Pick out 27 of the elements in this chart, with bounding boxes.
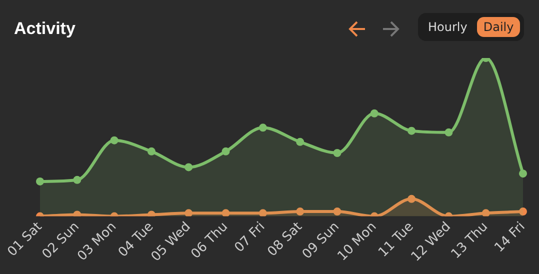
point bbox=[184, 163, 193, 172]
point bbox=[444, 128, 453, 136]
point bbox=[147, 147, 156, 156]
point bbox=[333, 208, 342, 216]
point bbox=[333, 148, 342, 157]
point bbox=[370, 109, 378, 118]
x-tick-label: 13 Thu bbox=[448, 219, 492, 262]
point bbox=[36, 177, 44, 186]
point bbox=[222, 209, 230, 216]
point bbox=[184, 209, 193, 216]
chart-title: Activity bbox=[14, 19, 76, 39]
point bbox=[296, 208, 304, 216]
x-tick-label: 14 Fri bbox=[492, 219, 528, 256]
text: Hourly bbox=[427, 19, 468, 36]
x-tick-label: 07 Fri bbox=[232, 219, 268, 256]
point bbox=[110, 136, 118, 144]
point bbox=[258, 124, 267, 132]
point bbox=[296, 138, 304, 146]
point bbox=[408, 194, 416, 203]
point bbox=[482, 209, 490, 216]
text: Daily bbox=[477, 17, 520, 37]
point bbox=[519, 170, 527, 178]
point bbox=[222, 147, 230, 156]
point bbox=[73, 176, 82, 184]
point bbox=[519, 208, 527, 216]
point bbox=[408, 126, 416, 135]
point bbox=[258, 209, 267, 216]
